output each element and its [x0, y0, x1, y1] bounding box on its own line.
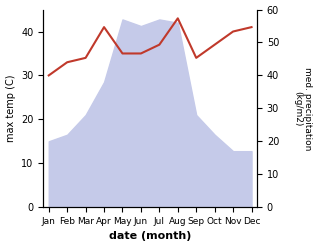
- Y-axis label: max temp (C): max temp (C): [5, 75, 16, 142]
- X-axis label: date (month): date (month): [109, 231, 191, 242]
- Y-axis label: med. precipitation
(kg/m2): med. precipitation (kg/m2): [293, 67, 313, 150]
